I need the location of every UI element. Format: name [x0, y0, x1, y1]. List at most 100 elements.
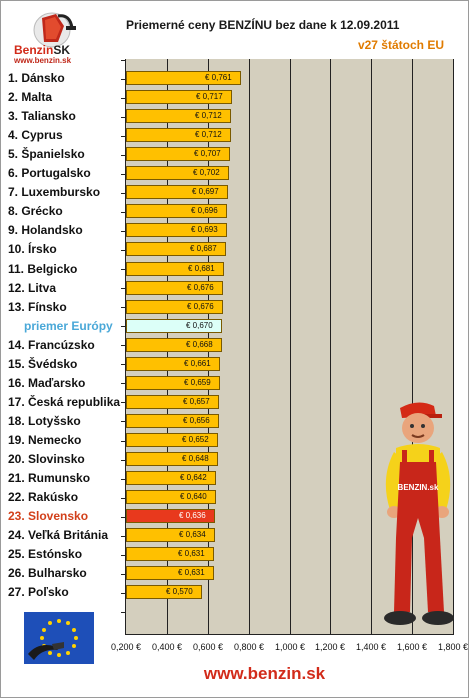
y-tick [121, 402, 126, 403]
bar-value-label: € 0,687 [190, 244, 217, 253]
bar [126, 262, 224, 276]
y-tick [121, 498, 126, 499]
category-label: 22. Rakúsko [8, 490, 79, 504]
bar [126, 147, 230, 161]
gridline [371, 59, 372, 634]
bar [126, 376, 220, 390]
bar [126, 471, 216, 485]
bar [126, 242, 226, 256]
category-label: 26. Bulharsko [8, 566, 87, 580]
logo-text: BenzinSK [14, 43, 94, 57]
category-label: 14. Francúzsko [8, 338, 95, 352]
y-tick [121, 479, 126, 480]
y-tick [121, 364, 126, 365]
category-label: 1. Dánsko [8, 71, 65, 85]
bar [126, 300, 223, 314]
bar-value-label: € 0,761 [205, 73, 232, 82]
category-label: 13. Fínsko [8, 300, 67, 314]
bar [126, 185, 228, 199]
y-tick [121, 212, 126, 213]
y-tick [121, 593, 126, 594]
bar-value-label: € 0,676 [187, 302, 214, 311]
bar-value-label: € 0,717 [196, 92, 223, 101]
bar-value-label: € 0,707 [194, 149, 221, 158]
chart-title: Priemerné ceny BENZÍNU bez dane k 12.09.… [126, 18, 400, 32]
category-label: 3. Taliansko [8, 109, 76, 123]
category-label: 16. Maďarsko [8, 376, 86, 390]
bar [126, 528, 215, 542]
bar [126, 566, 214, 580]
y-tick [121, 193, 126, 194]
y-tick [121, 383, 126, 384]
x-tick-label: 1,800 € [437, 642, 469, 652]
bar [126, 585, 202, 599]
bar [126, 547, 214, 561]
gridline [290, 59, 291, 634]
y-tick [121, 441, 126, 442]
y-tick [121, 288, 126, 289]
category-label: 6. Portugalsko [8, 166, 91, 180]
bar-value-label: € 0,570 [166, 587, 193, 596]
bar-value-label: € 0,659 [184, 378, 211, 387]
x-tick-label: 0,800 € [233, 642, 265, 652]
y-tick [121, 79, 126, 80]
y-tick [121, 60, 126, 61]
bar-value-label: € 0,693 [191, 225, 218, 234]
category-label: 12. Litva [8, 281, 57, 295]
y-tick [121, 117, 126, 118]
y-tick [121, 250, 126, 251]
bar-value-label: € 0,696 [191, 206, 218, 215]
gridline [330, 59, 331, 634]
bar-value-label: € 0,668 [186, 340, 213, 349]
category-label: 18. Lotyšsko [8, 414, 81, 428]
category-label: 23. Slovensko [8, 509, 89, 523]
benzin-logo-icon [33, 12, 76, 48]
bar [126, 109, 231, 123]
logo-text-main: Benzin [14, 43, 54, 57]
bar [126, 319, 222, 333]
bar-value-label: € 0,642 [180, 473, 207, 482]
bar-value-label: € 0,652 [182, 435, 209, 444]
y-tick [121, 269, 126, 270]
x-tick-label: 0,400 € [151, 642, 183, 652]
x-tick-label: 1,400 € [355, 642, 387, 652]
bar-value-label: € 0,712 [195, 130, 222, 139]
y-tick [121, 307, 126, 308]
bar-value-label: € 0,640 [180, 492, 207, 501]
y-tick [121, 136, 126, 137]
y-tick [121, 612, 126, 613]
attendant-mascot-icon: BENZIN.sk [384, 402, 454, 625]
bar-value-label: € 0,661 [184, 359, 211, 368]
category-label: 5. Španielsko [8, 147, 85, 161]
category-label: 9. Holandsko [8, 223, 83, 237]
y-tick [121, 536, 126, 537]
bar [126, 71, 241, 85]
bar-value-label: € 0,656 [183, 416, 210, 425]
y-tick [121, 517, 126, 518]
y-tick [121, 345, 126, 346]
y-tick [121, 98, 126, 99]
x-tick-label: 1,600 € [396, 642, 428, 652]
category-label: 21. Rumunsko [8, 471, 91, 485]
gridline [249, 59, 250, 634]
logo-url: www.benzin.sk [14, 56, 72, 65]
y-tick [121, 174, 126, 175]
bar [126, 90, 232, 104]
category-label: priemer Európy [24, 319, 113, 333]
bar-value-label: € 0,676 [187, 283, 214, 292]
bar [126, 490, 216, 504]
category-label: 15. Švédsko [8, 357, 78, 371]
category-label: 2. Malta [8, 90, 53, 104]
x-tick-label: 1,200 € [314, 642, 346, 652]
category-label: 27. Poľsko [8, 585, 69, 599]
bar [126, 509, 215, 523]
y-tick [121, 574, 126, 575]
eu-flag-icon [24, 612, 94, 664]
bar [126, 223, 227, 237]
bar-value-label: € 0,681 [188, 264, 215, 273]
category-label: 19. Nemecko [8, 433, 82, 447]
category-label: 10. Írsko [8, 242, 57, 256]
chart-subtitle: v27 štátoch EU [357, 38, 444, 52]
category-label: 7. Luxembursko [8, 185, 101, 199]
y-tick [121, 155, 126, 156]
